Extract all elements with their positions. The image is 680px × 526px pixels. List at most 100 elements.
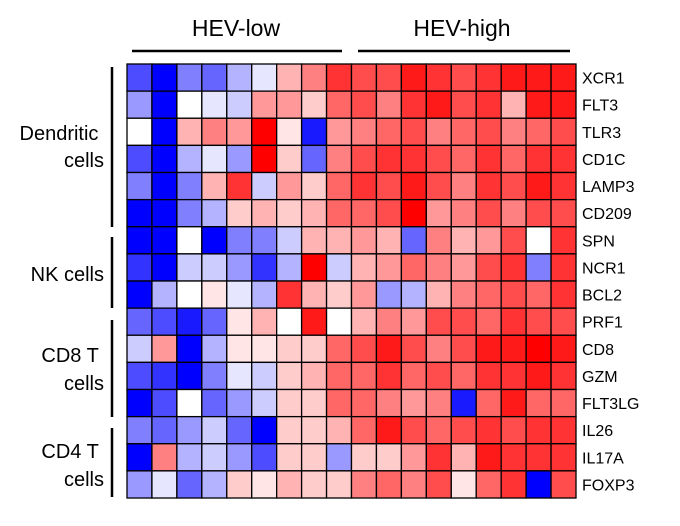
heatmap-cell-lamp3-col-17 (525, 171, 552, 201)
row-group-label-cd8-line-2: cells (64, 373, 104, 395)
heatmap-cell-flt3lg-col-3 (176, 388, 203, 418)
heatmap-cell-spn-col-14 (450, 226, 477, 255)
row-label-ncr1: NCR1 (582, 260, 626, 277)
heatmap-cell-il26-col-10 (350, 415, 378, 445)
heatmap-cell-gzm-col-16 (500, 361, 527, 391)
row-group-label-dendritic-line-1: Dendritic (20, 123, 99, 145)
heatmap-cell-bcl2-col-13 (425, 280, 452, 309)
heatmap-cell-cd209-col-4 (201, 198, 228, 228)
heatmap-cell-flt3-col-2 (151, 90, 178, 119)
heatmap-cell-cd209-col-1 (126, 198, 153, 228)
heatmap-cell-gzm-col-7 (276, 361, 303, 391)
heatmap-cell-tlr3-col-3 (176, 117, 203, 147)
heatmap-cell-spn-col-13 (425, 226, 452, 255)
heatmap-cell-cd1c-col-11 (375, 144, 403, 174)
heatmap-cell-bcl2-col-3 (176, 280, 203, 309)
row-label-flt3lg: FLT3LG (582, 396, 640, 413)
heatmap-cell-cd8-col-3 (176, 334, 203, 364)
row-group-label-cd4: CD4 T cells (41, 441, 104, 491)
heatmap-cell-xcr1-col-16 (500, 63, 527, 92)
heatmap-cell-flt3lg-col-16 (500, 388, 527, 418)
heatmap-cell-flt3-col-17 (525, 90, 552, 119)
heatmap-cell-spn-col-11 (375, 226, 403, 255)
heatmap-cell-lamp3-col-7 (276, 171, 303, 201)
heatmap-cell-cd8-col-11 (375, 334, 403, 364)
row-label-gzm: GZM (582, 369, 618, 386)
heatmap-cell-lamp3-col-16 (500, 171, 527, 201)
row-groups: Dendritic cells NK cells CD8 T cells CD4… (20, 67, 114, 497)
heatmap-cell-gzm-col-13 (425, 361, 452, 391)
heatmap-cell-cd209-col-18 (550, 198, 577, 228)
heatmap-cell-cd1c-col-2 (151, 144, 178, 174)
heatmap-cell-cd209-col-11 (375, 198, 403, 228)
heatmap-cell-foxp3-col-2 (151, 470, 178, 499)
heatmap-cell-foxp3-col-7 (276, 470, 303, 499)
heatmap-cell-il26-col-13 (425, 415, 452, 445)
heatmap-cell-il17a-col-9 (325, 443, 353, 472)
heatmap-cell-gzm-col-9 (325, 361, 353, 391)
heatmap-cell-cd209-col-13 (425, 198, 452, 228)
heatmap-cell-prf1-col-12 (400, 307, 427, 336)
row-label-flt3: FLT3 (582, 98, 618, 115)
heatmap-cell-spn-col-5 (226, 226, 253, 255)
heatmap-cell-tlr3-col-8 (300, 117, 328, 147)
heatmap-cell-cd1c-col-10 (350, 144, 378, 174)
heatmap-cell-spn-col-4 (201, 226, 228, 255)
heatmap-cell-gzm-col-18 (550, 361, 577, 391)
heatmap-cell-spn-col-7 (276, 226, 303, 255)
heatmap-cell-flt3-col-13 (425, 90, 452, 119)
row-label-cd1c: CD1C (582, 152, 626, 169)
heatmap-cell-prf1-col-11 (375, 307, 403, 336)
heatmap-cell-cd8-col-4 (201, 334, 228, 364)
heatmap-cell-flt3lg-col-18 (550, 388, 577, 418)
heatmap-cell-lamp3-col-18 (550, 171, 577, 201)
heatmap-cell-foxp3-col-13 (425, 470, 452, 499)
heatmap-cell-flt3-col-3 (176, 90, 203, 119)
heatmap-cell-foxp3-col-8 (300, 470, 328, 499)
heatmap-cell-flt3lg-col-4 (201, 388, 228, 418)
heatmap-cell-ncr1-col-16 (500, 253, 527, 282)
heatmap-cell-cd8-col-1 (126, 334, 153, 364)
column-group-label-hev-low: HEV-low (192, 15, 281, 41)
heatmap-cell-gzm-col-3 (176, 361, 203, 391)
heatmap-cell-cd8-col-13 (425, 334, 452, 364)
heatmap-cell-prf1-col-16 (500, 307, 527, 336)
heatmap-cell-tlr3-col-9 (325, 117, 353, 147)
row-label-foxp3: FOXP3 (582, 477, 635, 494)
row-label-lamp3: LAMP3 (582, 179, 635, 196)
heatmap-cell-cd8-col-17 (525, 334, 552, 364)
heatmap-cell-cd1c-col-1 (126, 144, 153, 174)
heatmap-cell-ncr1-col-14 (450, 253, 477, 282)
heatmap-cell-gzm-col-10 (350, 361, 378, 391)
heatmap-cell-bcl2-col-18 (550, 280, 577, 309)
heatmap-cell-il26-col-9 (325, 415, 353, 445)
heatmap-cell-prf1-col-8 (300, 307, 328, 336)
heatmap-cell-tlr3-col-17 (525, 117, 552, 147)
heatmap-cell-il17a-col-13 (425, 443, 452, 472)
heatmap-cell-bcl2-col-4 (201, 280, 228, 309)
heatmap-cell-cd8-col-18 (550, 334, 577, 364)
heatmap-cell-flt3lg-col-12 (400, 388, 427, 418)
heatmap-cell-cd209-col-2 (151, 198, 178, 228)
heatmap-cell-il17a-col-8 (300, 443, 328, 472)
heatmap-cell-prf1-col-14 (450, 307, 477, 336)
heatmap-cell-bcl2-col-8 (300, 280, 328, 309)
heatmap-cell-ncr1-col-11 (375, 253, 403, 282)
heatmap-cell-ncr1-col-4 (201, 253, 228, 282)
heatmap-cell-cd8-col-12 (400, 334, 427, 364)
heatmap-cell-prf1-col-2 (151, 307, 178, 336)
heatmap-cell-ncr1-col-6 (251, 253, 278, 282)
heatmap-cell-ncr1-col-3 (176, 253, 203, 282)
row-label-prf1: PRF1 (582, 315, 623, 332)
row-group-label-nk: NK cells (31, 264, 104, 286)
heatmap-cell-prf1-col-18 (550, 307, 577, 336)
heatmap-cell-foxp3-col-1 (126, 470, 153, 499)
heatmap-cell-xcr1-col-18 (550, 63, 577, 92)
heatmap-cell-lamp3-col-8 (300, 171, 328, 201)
heatmap-cell-xcr1-col-3 (176, 63, 203, 92)
row-group-label-dendritic-line-2: cells (64, 150, 104, 172)
heatmap-cell-cd8-col-5 (226, 334, 253, 364)
heatmap-cell-flt3-col-10 (350, 90, 378, 119)
column-groups: HEV-low HEV-high (132, 15, 570, 53)
